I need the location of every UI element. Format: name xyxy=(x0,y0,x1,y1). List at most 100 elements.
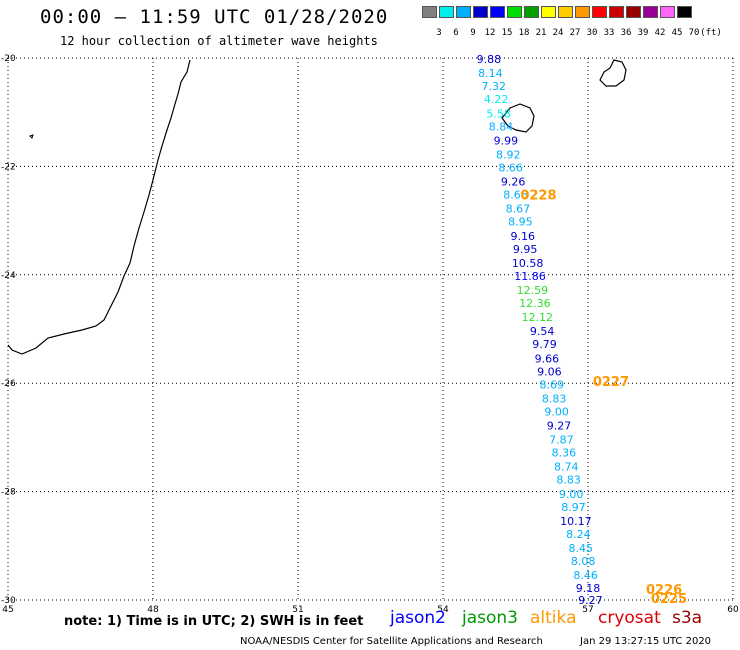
color-scale-label: 36 xyxy=(620,28,632,38)
lat-lon-grid: 45 48 51 54 57 60 -20 -22 -24 -26 -28 -30 xyxy=(1,54,739,615)
wave-height-value: 8.83 xyxy=(556,474,581,487)
y-tick-label: -28 xyxy=(1,488,16,498)
generation-timestamp: Jan 29 13:27:15 UTC 2020 xyxy=(580,636,712,647)
color-scale-label: 70 xyxy=(688,28,700,38)
legend-cryosat: cryosat xyxy=(598,608,661,628)
map-title: 00:00 – 11:59 UTC 01/28/2020 xyxy=(40,6,389,28)
color-swatch xyxy=(626,6,641,18)
color-swatch xyxy=(490,6,505,18)
wave-height-value: 8.36 xyxy=(552,447,577,460)
wave-height-value: 12.36 xyxy=(519,297,551,310)
x-tick-label: 48 xyxy=(147,605,159,615)
wave-height-value: 8.84 xyxy=(489,120,514,133)
color-swatch xyxy=(643,6,658,18)
wave-height-value: 9.79 xyxy=(532,338,557,351)
reunion-island xyxy=(501,103,535,133)
wave-height-value: 9.88 xyxy=(477,53,502,66)
color-swatch xyxy=(541,6,556,18)
wave-height-value: 8.83 xyxy=(542,392,567,405)
wave-height-value: 12.59 xyxy=(517,284,549,297)
footer-note: note: 1) Time is in UTC; 2) SWH is in fe… xyxy=(64,614,364,629)
y-tick-label: -22 xyxy=(1,162,16,172)
wave-height-value: 8.66 xyxy=(503,189,528,202)
wave-height-value: 12.12 xyxy=(522,311,554,324)
color-swatch xyxy=(677,6,692,18)
wave-height-value: 9.00 xyxy=(559,488,584,501)
wave-height-value: 8.46 xyxy=(573,569,598,582)
wave-height-value: 9.54 xyxy=(530,325,555,338)
wave-height-value: 9.00 xyxy=(544,405,569,418)
small-island xyxy=(29,134,34,139)
color-swatch xyxy=(422,6,437,18)
y-tick-label: -24 xyxy=(1,271,16,281)
color-swatch xyxy=(456,6,471,18)
color-scale-label: 24 xyxy=(552,28,564,38)
color-swatch xyxy=(439,6,454,18)
color-scale-label: 12 xyxy=(484,28,496,38)
legend-jason2: jason2 xyxy=(390,608,446,628)
credit-line: NOAA/NESDIS Center for Satellite Applica… xyxy=(240,636,543,647)
color-scale-label: 18 xyxy=(518,28,530,38)
map-subtitle: 12 hour collection of altimeter wave hei… xyxy=(60,34,378,48)
color-swatch xyxy=(473,6,488,18)
wave-height-value: 11.86 xyxy=(514,270,546,283)
color-scale-label: 42 xyxy=(654,28,666,38)
legend-jason3: jason3 xyxy=(462,608,518,628)
wave-height-value: 8.67 xyxy=(506,203,531,216)
color-swatch xyxy=(660,6,675,18)
x-tick-label: 45 xyxy=(2,605,13,615)
color-swatch xyxy=(592,6,607,18)
pass-time-label: 0225 xyxy=(651,592,687,607)
color-scale-label: 27 xyxy=(569,28,581,38)
wave-height-value: 10.58 xyxy=(512,257,544,270)
color-scale-label: 39 xyxy=(637,28,649,38)
color-swatch xyxy=(524,6,539,18)
wave-height-value: 4.22 xyxy=(484,93,509,106)
wave-height-value: 5.58 xyxy=(486,107,511,120)
wave-height-value: 10.17 xyxy=(560,515,592,528)
wave-height-value: 9.27 xyxy=(578,594,603,607)
wave-height-value: 9.16 xyxy=(511,230,536,243)
madagascar-coastline xyxy=(7,59,191,355)
y-tick-label: -20 xyxy=(1,54,16,64)
color-scale-label: 6 xyxy=(453,28,459,38)
color-scale-label: 15 xyxy=(501,28,513,38)
wave-height-value: 8.14 xyxy=(478,67,503,80)
wave-height-value: 9.27 xyxy=(547,419,572,432)
color-swatch xyxy=(558,6,573,18)
color-scale-label: 30 xyxy=(586,28,598,38)
mauritius-island xyxy=(599,59,627,87)
color-scale-label: (ft) xyxy=(700,28,722,38)
legend-s3a: s3a xyxy=(672,608,703,628)
color-swatch xyxy=(575,6,590,18)
wave-height-value: 9.18 xyxy=(576,582,601,595)
color-scale-label: 9 xyxy=(470,28,476,38)
color-swatch xyxy=(507,6,522,18)
x-tick-label: 57 xyxy=(582,605,593,615)
wave-height-value: 8.08 xyxy=(571,555,596,568)
color-scale-label: 21 xyxy=(535,28,547,38)
wave-height-value: 7.32 xyxy=(482,80,507,93)
wave-height-value: 8.45 xyxy=(569,542,594,555)
wave-height-value: 8.24 xyxy=(566,528,591,541)
x-tick-label: 60 xyxy=(727,605,739,615)
color-scale-bar: 3 6 9 12 15 18 21 24 27 30 33 36 39 42 45 70 (ft) xyxy=(422,6,722,38)
wave-height-value: 8.95 xyxy=(508,216,533,229)
wave-height-value: 9.66 xyxy=(535,352,560,365)
pass-time-label: 0226 xyxy=(646,583,682,598)
pass-time-label: 0228 xyxy=(520,189,556,204)
color-scale-label: 33 xyxy=(603,28,615,38)
wave-height-value: 8.69 xyxy=(540,378,565,391)
wave-height-value: 9.95 xyxy=(513,243,538,256)
color-swatch xyxy=(609,6,624,18)
wave-height-value: 9.99 xyxy=(494,134,519,147)
legend-altika: altika xyxy=(530,608,577,628)
color-scale-label: 3 xyxy=(436,28,442,38)
wave-height-value: 8.97 xyxy=(561,501,586,514)
wave-height-value: 8.74 xyxy=(554,461,579,474)
wave-height-value: 9.26 xyxy=(501,176,526,189)
color-scale-label: 45 xyxy=(671,28,683,38)
wave-height-value: 9.06 xyxy=(537,365,562,378)
